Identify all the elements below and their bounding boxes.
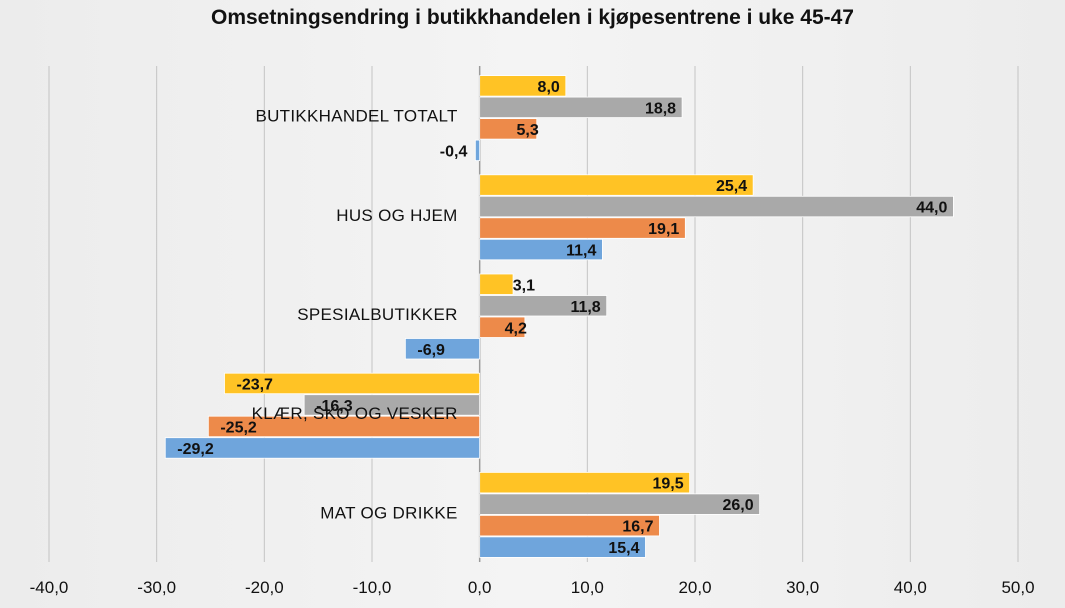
bar-4-2 bbox=[479, 515, 660, 537]
bar-1-1 bbox=[479, 195, 954, 218]
data-label: 19,5 bbox=[652, 476, 683, 493]
data-label: 19,1 bbox=[648, 221, 679, 238]
data-label: 16,7 bbox=[622, 519, 653, 536]
x-tick-label: -10,0 bbox=[353, 578, 392, 597]
data-label: 11,4 bbox=[566, 243, 596, 260]
bar-3-2 bbox=[207, 415, 481, 438]
bar-4-1 bbox=[479, 493, 760, 515]
x-tick-label: 20,0 bbox=[678, 578, 711, 597]
bar-1-0 bbox=[479, 174, 754, 196]
category-label: HUS OG HJEM bbox=[336, 206, 457, 225]
bar-4-3 bbox=[479, 536, 646, 558]
x-tick-label: -20,0 bbox=[245, 578, 284, 597]
data-labels: 8,0 18,8 5,3 -0,4 25,4 44,0 19,1 11,4 3,1 11,8 4,2… bbox=[177, 79, 947, 557]
data-label: 8,0 bbox=[538, 79, 560, 96]
x-tick-label: 30,0 bbox=[786, 578, 819, 597]
data-label: 4,2 bbox=[505, 320, 527, 337]
data-label: 3,1 bbox=[513, 277, 535, 294]
bar-0-2 bbox=[479, 118, 538, 140]
category-label: MAT OG DRIKKE bbox=[320, 503, 457, 522]
bar-3-1 bbox=[303, 394, 481, 416]
data-label: -6,9 bbox=[417, 342, 445, 359]
bars bbox=[164, 75, 954, 558]
data-label: 26,0 bbox=[722, 497, 753, 514]
bar-3-0 bbox=[224, 372, 481, 395]
bar-4-0 bbox=[479, 471, 691, 494]
data-label: 5,3 bbox=[516, 122, 538, 139]
x-tick-label: 40,0 bbox=[894, 578, 927, 597]
data-label: -29,2 bbox=[177, 441, 214, 458]
data-label: 44,0 bbox=[916, 200, 947, 217]
category-label: BUTIKKHANDEL TOTALT bbox=[255, 107, 457, 126]
data-label: 18,8 bbox=[645, 100, 676, 117]
category-label: SPESIALBUTIKKER bbox=[297, 305, 457, 324]
x-tick-label: 0,0 bbox=[468, 578, 492, 597]
x-tick-label: 10,0 bbox=[571, 578, 604, 597]
data-label: -16,3 bbox=[316, 398, 353, 415]
bar-1-3 bbox=[479, 238, 603, 261]
data-label: 11,8 bbox=[570, 299, 600, 316]
chart-title: Omsetningsendring i butikkhandelen i kjø… bbox=[210, 6, 854, 29]
data-label: -23,7 bbox=[236, 376, 273, 393]
data-label: -0,4 bbox=[440, 143, 468, 160]
bar-2-2 bbox=[479, 316, 526, 338]
x-tick-label: -40,0 bbox=[30, 578, 69, 597]
data-label: 25,4 bbox=[716, 178, 747, 195]
x-tick-label: -30,0 bbox=[137, 578, 176, 597]
data-label: -25,2 bbox=[220, 419, 257, 436]
bar-2-0 bbox=[479, 273, 514, 295]
bar-1-2 bbox=[479, 217, 686, 239]
bar-0-1 bbox=[479, 96, 683, 118]
data-label: 15,4 bbox=[608, 540, 639, 557]
category-label: KLÆR, SKO OG VESKER bbox=[252, 404, 458, 423]
bar-2-3 bbox=[404, 338, 481, 360]
category-labels: BUTIKKHANDEL TOTALT HUS OG HJEM SPESIALBUT… bbox=[252, 107, 458, 523]
bar-3-3 bbox=[164, 437, 481, 459]
x-axis-tick-labels: -40,0 -30,0 -20,0 -10,0 0,0 10,0 20,0 30,0 40,0 5… bbox=[30, 578, 1035, 597]
bar-0-3 bbox=[474, 139, 481, 162]
bar-2-1 bbox=[479, 295, 608, 317]
x-tick-label: 50,0 bbox=[1001, 578, 1034, 597]
bar-0-0 bbox=[479, 75, 567, 97]
